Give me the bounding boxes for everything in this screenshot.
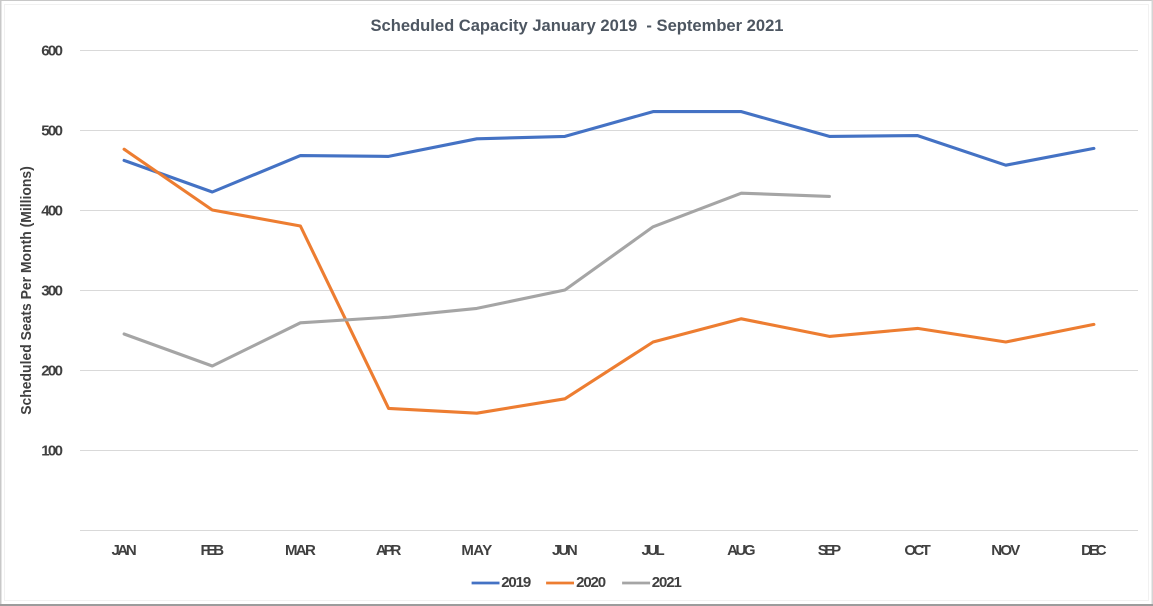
svg-text:DEC: DEC: [1081, 542, 1107, 559]
svg-text:JAN: JAN: [111, 542, 136, 559]
svg-text:2019: 2019: [501, 574, 531, 591]
svg-text:FEB: FEB: [201, 542, 225, 559]
svg-text:APR: APR: [376, 542, 402, 559]
svg-text:100: 100: [41, 443, 63, 460]
svg-text:Scheduled Capacity January 201: Scheduled Capacity January 2019 - Septem…: [371, 16, 784, 35]
svg-text:500: 500: [41, 123, 63, 140]
svg-text:2020: 2020: [576, 574, 606, 591]
svg-text:300: 300: [41, 283, 63, 300]
svg-text:Scheduled Seats Per Month (Mil: Scheduled Seats Per Month (Millions): [19, 166, 35, 415]
svg-text:MAY: MAY: [461, 542, 492, 559]
svg-text:2021: 2021: [652, 574, 682, 591]
svg-text:NOV: NOV: [991, 542, 1020, 559]
svg-text:OCT: OCT: [904, 542, 930, 559]
svg-text:200: 200: [41, 363, 63, 380]
svg-text:600: 600: [41, 43, 63, 60]
svg-text:JUL: JUL: [642, 542, 665, 559]
svg-text:400: 400: [41, 203, 63, 220]
svg-text:SEP: SEP: [818, 542, 841, 559]
svg-text:JUN: JUN: [552, 542, 578, 559]
svg-text:AUG: AUG: [727, 542, 755, 559]
svg-text:MAR: MAR: [285, 542, 316, 559]
